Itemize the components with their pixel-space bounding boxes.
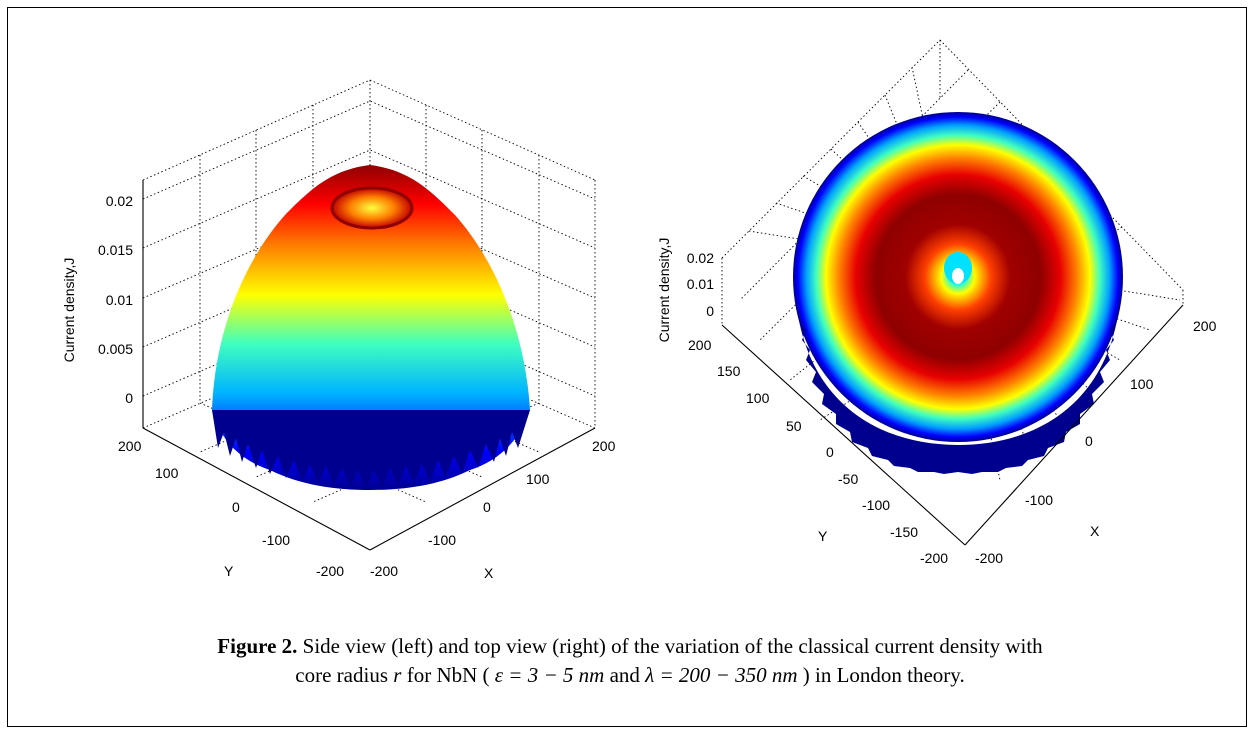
right-ytick-100: 100	[746, 390, 770, 406]
caption-lambda: λ = 200 − 350 nm	[645, 663, 798, 687]
left-panel: 0.02 0.015 0.01 0.005 0 Current density,…	[61, 79, 616, 581]
figure-label: Figure 2.	[217, 634, 298, 658]
right-z-ticks: 0.02 0.01 0	[687, 250, 714, 319]
left-z-ticks: 0.02 0.015 0.01 0.005 0	[98, 193, 133, 406]
left-xtick-0: 0	[483, 499, 491, 515]
right-surface	[793, 112, 1123, 474]
left-ztick-0: 0.02	[106, 193, 133, 209]
right-ztick-2: 0.02	[687, 250, 714, 266]
right-y-ticks: 200 150 100 50 0 -50 -100 -150 -200	[688, 337, 948, 566]
left-axes	[142, 180, 596, 551]
right-xtick-0: 0	[1085, 433, 1093, 449]
right-ytick-m150: -150	[890, 524, 918, 540]
left-ytick-100: 100	[155, 465, 179, 481]
left-x-ticks: -200 -100 0 100 200	[370, 438, 616, 579]
right-xtick-m100: -100	[1025, 492, 1053, 508]
left-zlabel: Current density,J	[61, 258, 77, 363]
right-ztick-0: 0	[706, 303, 714, 319]
right-ytick-50: 50	[786, 418, 802, 434]
caption-line-1: Figure 2. Side view (left) and top view …	[40, 632, 1220, 661]
right-xtick-200: 200	[1193, 318, 1217, 334]
right-ytick-m50: -50	[838, 471, 858, 487]
left-ytick-m200: -200	[316, 563, 344, 579]
left-y-ticks: 200 100 0 -100 -200	[118, 438, 344, 579]
left-surface	[212, 165, 530, 490]
caption-line-2: core radius r for NbN ( ε = 3 − 5 nm and…	[40, 661, 1220, 690]
right-ytick-150: 150	[717, 363, 741, 379]
right-xlabel: X	[1090, 523, 1100, 539]
caption-text-2b: for NbN (	[406, 663, 490, 687]
right-ytick-200: 200	[688, 337, 712, 353]
left-xtick-m200: -200	[370, 563, 398, 579]
figure-caption: Figure 2. Side view (left) and top view …	[40, 632, 1220, 690]
figure-frame	[7, 7, 1247, 727]
right-panel: 0.02 0.01 0 Current density,J 200 150 10…	[656, 39, 1217, 566]
left-ztick-4: 0	[125, 390, 133, 406]
left-ztick-3: 0.005	[98, 341, 133, 357]
left-ztick-2: 0.01	[106, 292, 133, 308]
left-xtick-m100: -100	[428, 532, 456, 548]
right-ytick-0: 0	[826, 444, 834, 460]
caption-text-1: Side view (left) and top view (right) of…	[302, 634, 1043, 658]
left-ylabel: Y	[224, 563, 234, 579]
right-axes	[721, 304, 1184, 546]
left-xlabel: X	[484, 565, 494, 581]
right-xtick-100: 100	[1130, 376, 1154, 392]
caption-text-2a: core radius	[295, 663, 389, 687]
caption-epsilon: ε = 3 − 5 nm	[494, 663, 605, 687]
right-xtick-m200: -200	[975, 550, 1003, 566]
right-ztick-1: 0.01	[687, 276, 714, 292]
caption-text-2c: ) in London theory.	[802, 663, 965, 687]
left-ytick-m100: -100	[262, 532, 290, 548]
left-xtick-100: 100	[526, 471, 550, 487]
right-ytick-m200: -200	[920, 550, 948, 566]
figure-panels: 0.02 0.015 0.01 0.005 0 Current density,…	[61, 39, 1217, 581]
left-ytick-0: 0	[232, 499, 240, 515]
right-ytick-m100: -100	[862, 497, 890, 513]
right-zlabel: Current density,J	[656, 238, 672, 343]
right-x-ticks: -200 -100 0 100 200	[975, 318, 1217, 566]
caption-and: and	[609, 663, 640, 687]
left-ztick-1: 0.015	[98, 242, 133, 258]
caption-r: r	[393, 663, 402, 687]
left-xtick-200: 200	[592, 438, 616, 454]
left-ytick-200: 200	[118, 438, 142, 454]
right-ylabel: Y	[818, 528, 828, 544]
